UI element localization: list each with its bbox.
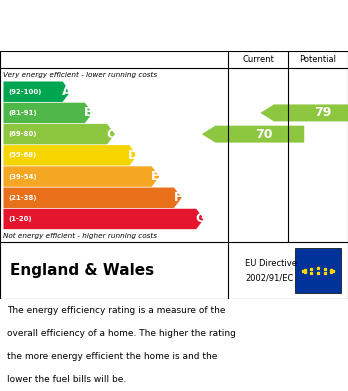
Text: (69-80): (69-80) (9, 131, 37, 137)
Polygon shape (3, 209, 204, 229)
Text: Not energy efficient - higher running costs: Not energy efficient - higher running co… (3, 233, 158, 239)
Polygon shape (3, 81, 70, 102)
Text: B: B (84, 106, 94, 119)
Text: EU Directive: EU Directive (245, 260, 297, 269)
Text: (92-100): (92-100) (9, 89, 42, 95)
Text: 2002/91/EC: 2002/91/EC (245, 273, 294, 282)
Text: England & Wales: England & Wales (10, 263, 155, 278)
Polygon shape (3, 188, 182, 208)
Text: (55-68): (55-68) (9, 152, 37, 158)
Text: E: E (151, 170, 160, 183)
Text: F: F (174, 191, 182, 204)
Polygon shape (3, 166, 159, 187)
Polygon shape (3, 124, 115, 144)
Text: A: A (62, 85, 71, 98)
Text: Energy Efficiency Rating: Energy Efficiency Rating (10, 18, 220, 33)
Text: Current: Current (242, 55, 274, 64)
Text: C: C (106, 127, 116, 141)
Text: (21-38): (21-38) (9, 195, 37, 201)
Text: The energy efficiency rating is a measure of the: The energy efficiency rating is a measur… (7, 306, 226, 315)
Text: G: G (195, 212, 205, 226)
Text: the more energy efficient the home is and the: the more energy efficient the home is an… (7, 352, 218, 361)
Polygon shape (260, 104, 348, 121)
Text: Potential: Potential (300, 55, 337, 64)
Bar (295, 248, 341, 293)
Text: (39-54): (39-54) (9, 174, 37, 179)
Polygon shape (202, 126, 304, 143)
Text: 70: 70 (255, 127, 273, 141)
Text: D: D (128, 149, 139, 162)
Polygon shape (3, 103, 93, 123)
Text: overall efficiency of a home. The higher the rating: overall efficiency of a home. The higher… (7, 329, 236, 338)
Text: (81-91): (81-91) (9, 110, 37, 116)
Text: Very energy efficient - lower running costs: Very energy efficient - lower running co… (3, 72, 158, 78)
Polygon shape (3, 145, 137, 165)
Text: (1-20): (1-20) (9, 216, 32, 222)
Text: lower the fuel bills will be.: lower the fuel bills will be. (7, 375, 126, 384)
Text: 79: 79 (314, 106, 331, 119)
